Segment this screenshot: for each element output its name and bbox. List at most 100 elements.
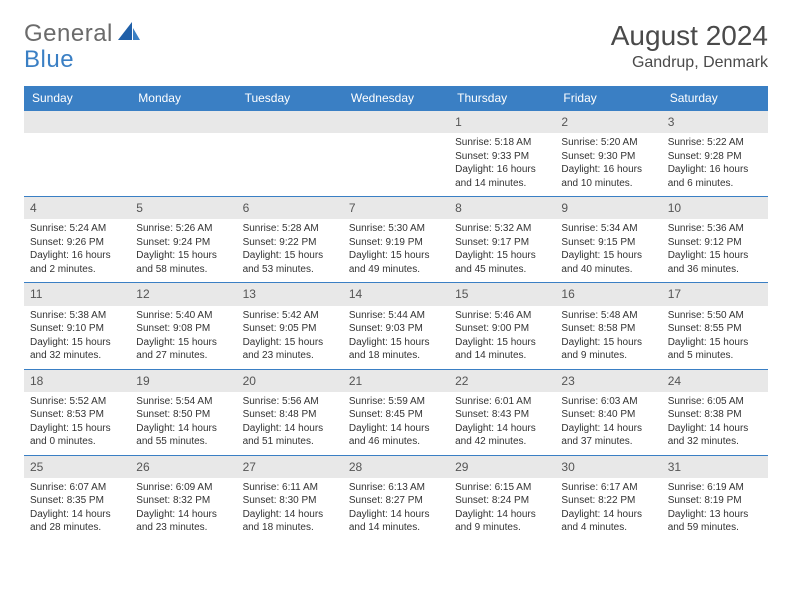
day-number: 30	[555, 456, 661, 478]
day-number: 19	[130, 370, 236, 392]
cell-body: Sunrise: 5:20 AMSunset: 9:30 PMDaylight:…	[555, 133, 661, 196]
daylight-text: Daylight: 15 hours and 53 minutes.	[243, 249, 337, 276]
day-header: Sunday	[24, 86, 130, 111]
month-title: August 2024	[611, 20, 768, 52]
sunrise-text: Sunrise: 6:15 AM	[455, 481, 549, 495]
cell-body	[343, 133, 449, 187]
cell-body: Sunrise: 5:48 AMSunset: 8:58 PMDaylight:…	[555, 306, 661, 369]
day-number: 31	[662, 456, 768, 478]
sunrise-text: Sunrise: 5:50 AM	[668, 309, 762, 323]
sunset-text: Sunset: 8:43 PM	[455, 408, 549, 422]
daylight-text: Daylight: 16 hours and 6 minutes.	[668, 163, 762, 190]
sunset-text: Sunset: 9:12 PM	[668, 236, 762, 250]
calendar-cell: 13Sunrise: 5:42 AMSunset: 9:05 PMDayligh…	[237, 283, 343, 369]
sunset-text: Sunset: 8:30 PM	[243, 494, 337, 508]
calendar-cell: 15Sunrise: 5:46 AMSunset: 9:00 PMDayligh…	[449, 283, 555, 369]
sunrise-text: Sunrise: 6:05 AM	[668, 395, 762, 409]
sunrise-text: Sunrise: 6:01 AM	[455, 395, 549, 409]
cell-body: Sunrise: 5:42 AMSunset: 9:05 PMDaylight:…	[237, 306, 343, 369]
calendar-cell: 2Sunrise: 5:20 AMSunset: 9:30 PMDaylight…	[555, 111, 661, 197]
sunrise-text: Sunrise: 5:52 AM	[30, 395, 124, 409]
sunset-text: Sunset: 8:58 PM	[561, 322, 655, 336]
sunset-text: Sunset: 8:53 PM	[30, 408, 124, 422]
cell-body: Sunrise: 5:18 AMSunset: 9:33 PMDaylight:…	[449, 133, 555, 196]
daylight-text: Daylight: 14 hours and 23 minutes.	[136, 508, 230, 535]
day-number: 4	[24, 197, 130, 219]
day-number: 20	[237, 370, 343, 392]
cell-body	[237, 133, 343, 187]
cell-body: Sunrise: 6:11 AMSunset: 8:30 PMDaylight:…	[237, 478, 343, 541]
day-number: 2	[555, 111, 661, 133]
cell-body: Sunrise: 6:05 AMSunset: 8:38 PMDaylight:…	[662, 392, 768, 455]
day-number: 6	[237, 197, 343, 219]
daylight-text: Daylight: 14 hours and 42 minutes.	[455, 422, 549, 449]
daylight-text: Daylight: 15 hours and 27 minutes.	[136, 336, 230, 363]
header: General August 2024 Gandrup, Denmark	[24, 20, 768, 72]
day-header: Monday	[130, 86, 236, 111]
calendar-cell: 28Sunrise: 6:13 AMSunset: 8:27 PMDayligh…	[343, 455, 449, 541]
day-number: 29	[449, 456, 555, 478]
daylight-text: Daylight: 15 hours and 32 minutes.	[30, 336, 124, 363]
sunrise-text: Sunrise: 5:56 AM	[243, 395, 337, 409]
day-number: 1	[449, 111, 555, 133]
calendar-cell: 8Sunrise: 5:32 AMSunset: 9:17 PMDaylight…	[449, 197, 555, 283]
sunrise-text: Sunrise: 5:40 AM	[136, 309, 230, 323]
daylight-text: Daylight: 14 hours and 32 minutes.	[668, 422, 762, 449]
calendar-cell: 16Sunrise: 5:48 AMSunset: 8:58 PMDayligh…	[555, 283, 661, 369]
cell-body: Sunrise: 6:09 AMSunset: 8:32 PMDaylight:…	[130, 478, 236, 541]
day-header: Friday	[555, 86, 661, 111]
sunset-text: Sunset: 8:35 PM	[30, 494, 124, 508]
calendar-cell: 26Sunrise: 6:09 AMSunset: 8:32 PMDayligh…	[130, 455, 236, 541]
cell-body: Sunrise: 5:46 AMSunset: 9:00 PMDaylight:…	[449, 306, 555, 369]
daylight-text: Daylight: 15 hours and 45 minutes.	[455, 249, 549, 276]
sunset-text: Sunset: 8:45 PM	[349, 408, 443, 422]
calendar-header-row: SundayMondayTuesdayWednesdayThursdayFrid…	[24, 86, 768, 111]
calendar-cell	[237, 111, 343, 197]
day-number: 18	[24, 370, 130, 392]
calendar-cell: 9Sunrise: 5:34 AMSunset: 9:15 PMDaylight…	[555, 197, 661, 283]
day-number: 23	[555, 370, 661, 392]
day-number	[237, 111, 343, 133]
day-number: 5	[130, 197, 236, 219]
cell-body: Sunrise: 5:30 AMSunset: 9:19 PMDaylight:…	[343, 219, 449, 282]
sunrise-text: Sunrise: 5:42 AM	[243, 309, 337, 323]
sunset-text: Sunset: 8:22 PM	[561, 494, 655, 508]
cell-body	[24, 133, 130, 187]
calendar-cell: 29Sunrise: 6:15 AMSunset: 8:24 PMDayligh…	[449, 455, 555, 541]
daylight-text: Daylight: 15 hours and 36 minutes.	[668, 249, 762, 276]
calendar-cell: 27Sunrise: 6:11 AMSunset: 8:30 PMDayligh…	[237, 455, 343, 541]
daylight-text: Daylight: 14 hours and 51 minutes.	[243, 422, 337, 449]
cell-body: Sunrise: 5:36 AMSunset: 9:12 PMDaylight:…	[662, 219, 768, 282]
calendar-cell	[24, 111, 130, 197]
sunrise-text: Sunrise: 6:07 AM	[30, 481, 124, 495]
cell-body: Sunrise: 5:32 AMSunset: 9:17 PMDaylight:…	[449, 219, 555, 282]
sunset-text: Sunset: 9:30 PM	[561, 150, 655, 164]
daylight-text: Daylight: 14 hours and 28 minutes.	[30, 508, 124, 535]
logo-text-general: General	[24, 20, 113, 48]
daylight-text: Daylight: 14 hours and 9 minutes.	[455, 508, 549, 535]
cell-body: Sunrise: 5:22 AMSunset: 9:28 PMDaylight:…	[662, 133, 768, 196]
sunrise-text: Sunrise: 6:11 AM	[243, 481, 337, 495]
daylight-text: Daylight: 15 hours and 49 minutes.	[349, 249, 443, 276]
day-header: Wednesday	[343, 86, 449, 111]
daylight-text: Daylight: 14 hours and 18 minutes.	[243, 508, 337, 535]
sunrise-text: Sunrise: 5:44 AM	[349, 309, 443, 323]
sunset-text: Sunset: 9:24 PM	[136, 236, 230, 250]
day-header: Thursday	[449, 86, 555, 111]
sunrise-text: Sunrise: 6:09 AM	[136, 481, 230, 495]
calendar-cell: 17Sunrise: 5:50 AMSunset: 8:55 PMDayligh…	[662, 283, 768, 369]
day-header: Saturday	[662, 86, 768, 111]
sunrise-text: Sunrise: 6:17 AM	[561, 481, 655, 495]
sunrise-text: Sunrise: 5:22 AM	[668, 136, 762, 150]
sunset-text: Sunset: 8:38 PM	[668, 408, 762, 422]
day-number: 8	[449, 197, 555, 219]
daylight-text: Daylight: 15 hours and 14 minutes.	[455, 336, 549, 363]
calendar-cell: 12Sunrise: 5:40 AMSunset: 9:08 PMDayligh…	[130, 283, 236, 369]
sunset-text: Sunset: 9:22 PM	[243, 236, 337, 250]
sunset-text: Sunset: 9:26 PM	[30, 236, 124, 250]
sunset-text: Sunset: 9:05 PM	[243, 322, 337, 336]
calendar-cell: 19Sunrise: 5:54 AMSunset: 8:50 PMDayligh…	[130, 369, 236, 455]
cell-body: Sunrise: 5:26 AMSunset: 9:24 PMDaylight:…	[130, 219, 236, 282]
sunset-text: Sunset: 9:10 PM	[30, 322, 124, 336]
cell-body: Sunrise: 5:52 AMSunset: 8:53 PMDaylight:…	[24, 392, 130, 455]
